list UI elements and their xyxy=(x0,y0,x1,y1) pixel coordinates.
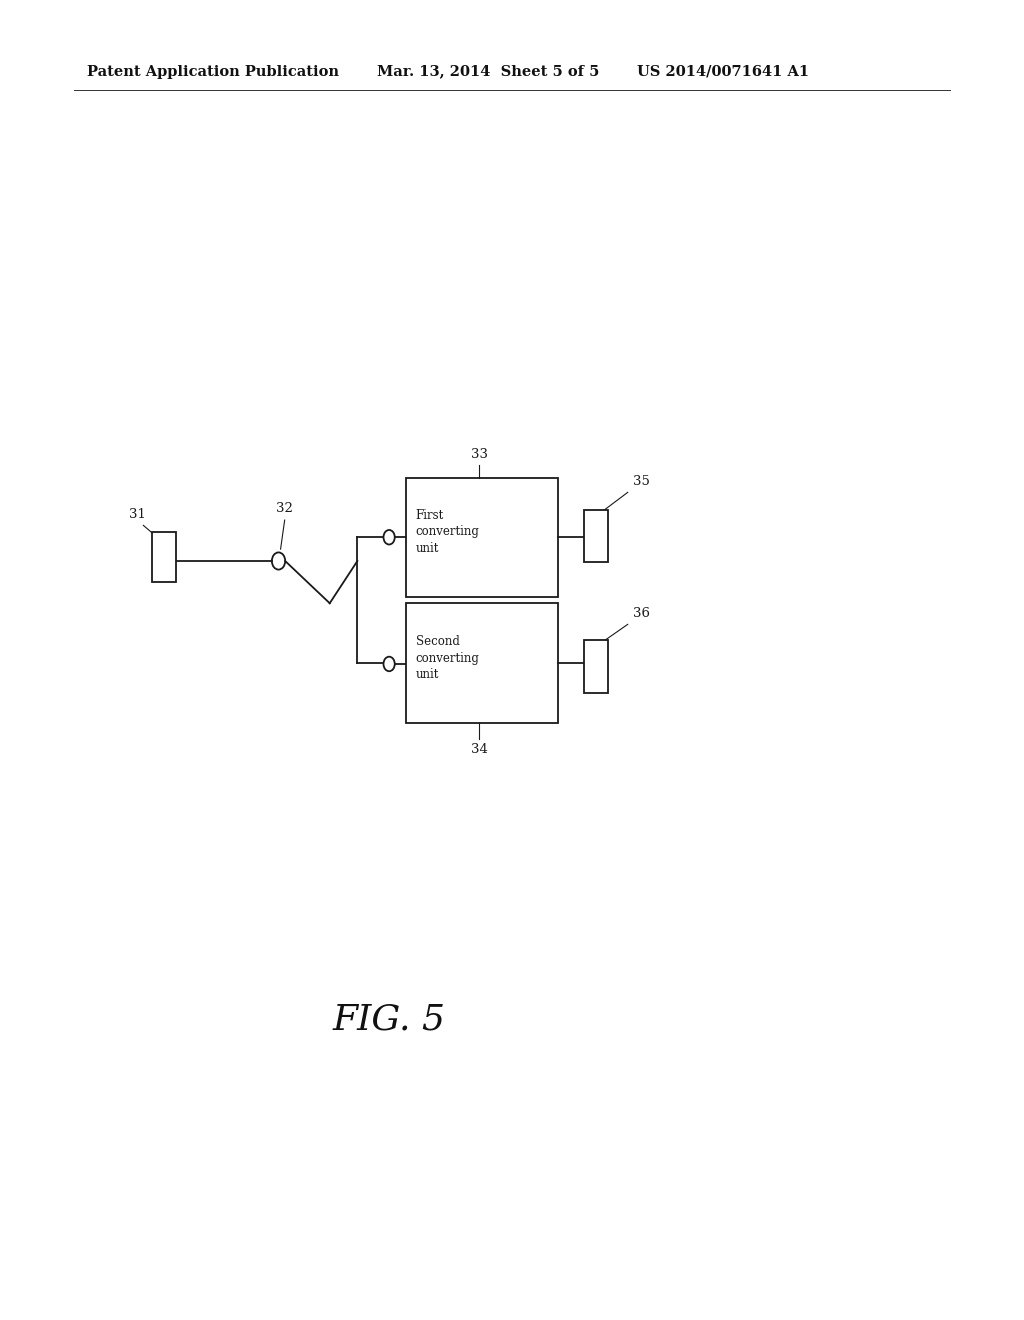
Text: First
converting
unit: First converting unit xyxy=(416,510,479,554)
Text: 32: 32 xyxy=(276,502,293,515)
Text: Patent Application Publication: Patent Application Publication xyxy=(87,65,339,79)
Text: Mar. 13, 2014  Sheet 5 of 5: Mar. 13, 2014 Sheet 5 of 5 xyxy=(377,65,599,79)
Text: US 2014/0071641 A1: US 2014/0071641 A1 xyxy=(637,65,809,79)
Text: 36: 36 xyxy=(633,607,650,620)
Bar xyxy=(584,510,608,562)
Text: FIG. 5: FIG. 5 xyxy=(333,1002,445,1036)
Text: 33: 33 xyxy=(471,447,487,461)
Bar xyxy=(406,478,558,597)
Text: 34: 34 xyxy=(471,743,487,756)
Text: 31: 31 xyxy=(129,508,145,521)
Text: 35: 35 xyxy=(633,475,649,488)
Bar xyxy=(152,532,176,582)
Bar xyxy=(584,640,608,693)
Text: Second
converting
unit: Second converting unit xyxy=(416,635,479,681)
Bar xyxy=(406,603,558,723)
